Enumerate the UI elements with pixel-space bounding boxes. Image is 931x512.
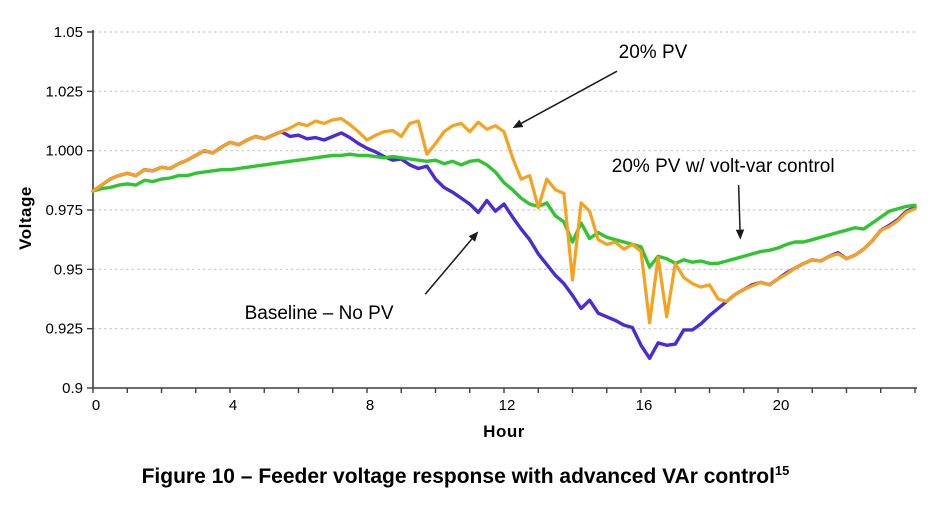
y-tick-label: 1.000	[45, 143, 83, 160]
y-tick-label: 0.9	[62, 380, 83, 397]
x-axis-ticks: 0 4 8 12 16 20	[92, 388, 916, 414]
x-tick-label: 12	[499, 397, 516, 414]
x-axis-title: Hour	[483, 422, 525, 441]
figure-caption-superscript: 15	[774, 463, 790, 478]
annotation-arrow-head	[735, 229, 745, 240]
x-tick-label: 8	[366, 397, 374, 414]
series-line	[91, 116, 917, 325]
series-line	[91, 152, 917, 269]
x-tick-label: 20	[773, 397, 790, 414]
annotations: 20% PV 20% PV w/ volt-var control Baseline…	[245, 42, 835, 324]
y-tick-label: 0.975	[45, 202, 83, 219]
annotation-arrow-head	[468, 231, 479, 242]
annotation-arrow-line	[737, 185, 741, 230]
annotation-label: Baseline – No PV	[245, 303, 394, 324]
chart-canvas: 1.05 1.025 1.000 0.975 0.95 0.925 0.9 0 4 8 12 16 20…	[45, 24, 917, 414]
y-tick-label: 1.05	[54, 24, 83, 41]
y-tick-label: 1.025	[45, 83, 83, 100]
series-lines	[91, 116, 917, 360]
axes	[92, 30, 917, 389]
x-tick-label: 0	[92, 397, 100, 414]
x-tick-label: 4	[229, 397, 237, 414]
y-axis-title: Voltage	[16, 186, 35, 250]
voltage-chart: 1.05 1.025 1.000 0.975 0.95 0.925 0.9 0 4 8 12 16 20…	[45, 24, 917, 414]
x-tick-label: 16	[636, 397, 653, 414]
figure-caption: Figure 10 – Feeder voltage response with…	[0, 463, 931, 489]
annotation-arrow-line	[520, 70, 618, 124]
figure-caption-text: Figure 10 – Feeder voltage response with…	[141, 465, 775, 488]
annotation-label: 20% PV w/ volt-var control	[612, 156, 835, 177]
annotation-label: 20% PV	[619, 42, 688, 63]
y-tick-label: 0.95	[54, 261, 83, 278]
annotation-arrow-line	[424, 238, 473, 295]
y-axis-ticks: 1.05 1.025 1.000 0.975 0.95 0.925 0.9	[45, 24, 93, 397]
y-tick-label: 0.925	[45, 321, 83, 338]
annotation-arrow-head	[512, 119, 524, 129]
